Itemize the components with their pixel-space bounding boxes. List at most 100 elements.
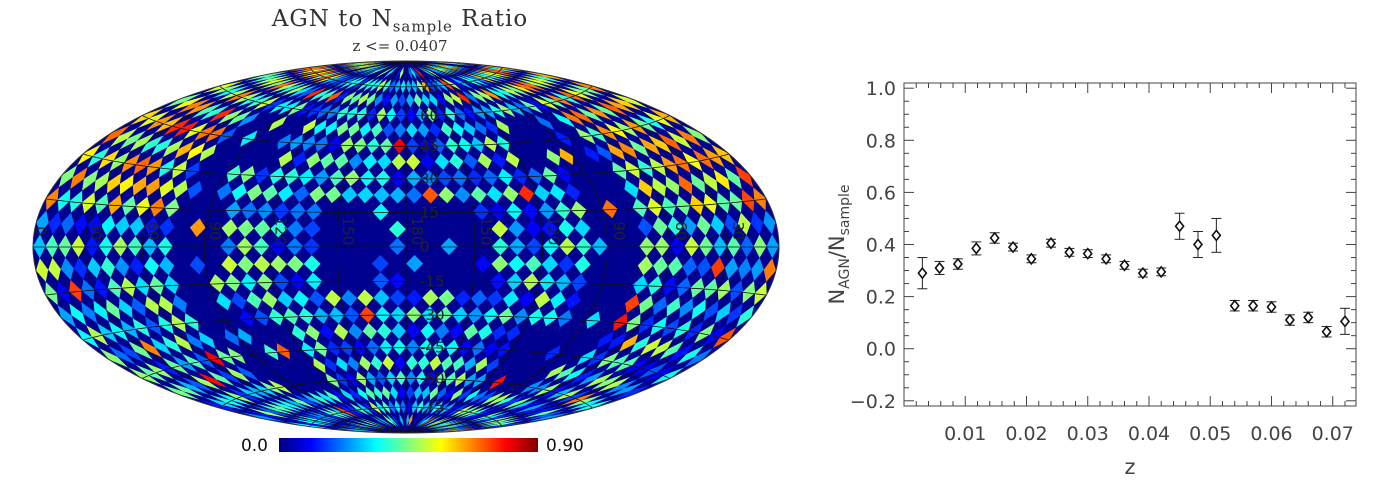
map-cell: [591, 374, 623, 390]
map-cell: [331, 388, 350, 403]
map-cell: [146, 177, 160, 197]
map-cell: [173, 334, 193, 352]
map-cell: [272, 398, 307, 411]
map-cell: [509, 400, 546, 413]
longitude-label-group: 90: [610, 221, 628, 240]
map-cell: [420, 65, 449, 77]
map-cell: [591, 237, 608, 256]
map-cell: [277, 185, 294, 203]
map-cell: [277, 290, 294, 308]
latitude-label: -30: [420, 306, 445, 324]
map-cell: [348, 419, 386, 429]
map-cell: [626, 314, 641, 333]
map-cell: [470, 70, 512, 80]
map-cell: [724, 213, 738, 236]
map-cell: [268, 308, 284, 326]
map-cell: [416, 66, 437, 79]
map-cell: [517, 76, 558, 88]
map-cell: [227, 347, 246, 364]
map-cell: [444, 77, 468, 90]
map-cell: [608, 332, 627, 351]
map-cell: [208, 107, 237, 123]
map-cell: [69, 190, 83, 213]
y-tick-label: 0.6: [866, 182, 896, 204]
diamond-marker: [971, 242, 982, 255]
meridian-line: [405, 61, 671, 433]
map-cell: [356, 371, 367, 387]
map-cell: [713, 169, 730, 191]
map-cell: [442, 92, 455, 107]
latitude-label: 75: [420, 78, 439, 96]
map-cell: [293, 290, 309, 308]
map-cell: [174, 379, 209, 395]
map-cell: [314, 169, 330, 186]
map-cell: [119, 174, 134, 195]
map-cell: [348, 121, 360, 137]
map-cell: [440, 237, 458, 256]
map-cell: [370, 355, 383, 371]
map-cell: [454, 289, 471, 307]
map-cell: [406, 255, 424, 273]
map-cell: [357, 186, 374, 204]
map-cell: [425, 418, 461, 429]
map-cell: [554, 130, 572, 147]
map-cell: [48, 211, 62, 235]
map-cell: [357, 289, 374, 307]
latitude-label: 60: [420, 107, 439, 125]
map-cell: [414, 414, 430, 427]
map-cell: [322, 74, 354, 87]
map-cell: [472, 69, 515, 79]
map-cell: [702, 147, 725, 168]
map-cell: [736, 305, 755, 328]
map-cell: [427, 63, 471, 71]
data-point: [1007, 240, 1019, 254]
map-cell: [269, 167, 285, 185]
map-cell: [129, 256, 144, 277]
map-cell: [150, 337, 172, 356]
map-cell: [194, 124, 218, 141]
meridian-line: [405, 61, 609, 433]
map-cell: [565, 183, 581, 201]
map-cell: [146, 157, 163, 177]
map-cell: [436, 386, 447, 401]
map-cell: [612, 161, 627, 180]
map-cell: [527, 167, 543, 185]
map-cell: [263, 79, 301, 92]
longitude-label: 30: [729, 221, 747, 240]
data-point: [1082, 247, 1093, 260]
map-cell: [647, 197, 662, 217]
x-tick-label: 0.07: [1312, 423, 1354, 445]
map-cell: [612, 384, 651, 400]
map-cell: [100, 256, 115, 278]
map-cell: [714, 301, 731, 324]
map-cell: [344, 77, 368, 90]
map-cell: [683, 348, 713, 368]
map-cell: [389, 272, 406, 290]
map-cell: [287, 101, 309, 116]
map-cell: [491, 237, 509, 256]
longitude-label: 180: [408, 217, 426, 246]
map-cell: [711, 257, 725, 279]
map-cell: [454, 186, 471, 204]
map-cells: [33, 61, 779, 433]
map-cell: [676, 276, 691, 297]
map-cell: [597, 376, 631, 393]
map-cell: [429, 92, 438, 107]
map-cell: [94, 278, 108, 300]
longitude-label-group: 150: [339, 217, 357, 246]
map-cell: [348, 64, 387, 73]
latitude-label: 15: [420, 204, 439, 222]
map-cell: [544, 345, 561, 362]
map-cell: [422, 186, 439, 204]
map-cell: [161, 384, 200, 400]
data-point: [1248, 299, 1259, 312]
map-cell: [305, 324, 320, 341]
map-cell: [522, 202, 539, 220]
map-cell: [286, 255, 304, 273]
map-cell: [254, 219, 271, 238]
map-cell: [347, 106, 358, 122]
map-cell: [328, 306, 345, 324]
data-point: [1045, 236, 1057, 250]
data-point: [934, 260, 945, 275]
map-cell: [296, 102, 317, 118]
